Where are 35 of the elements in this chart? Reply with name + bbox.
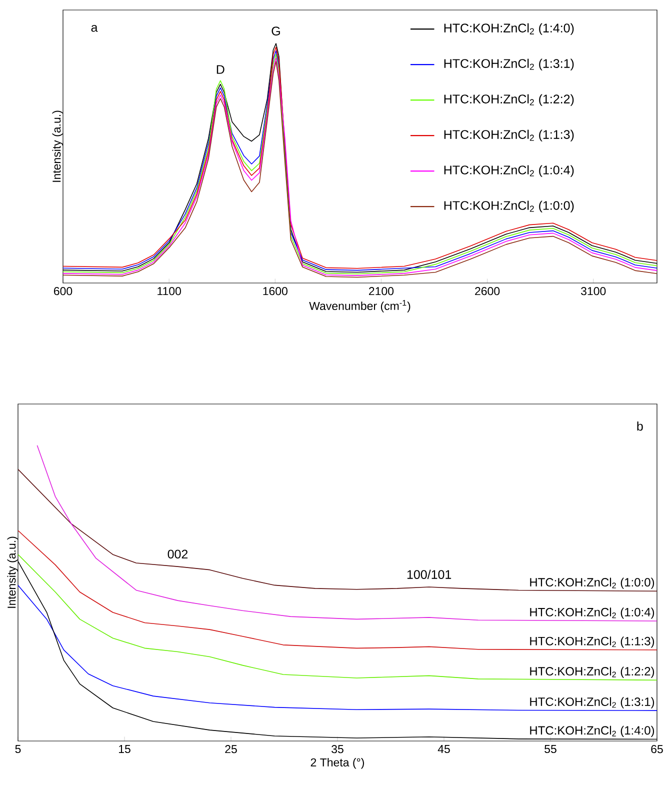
x-tick-label: 2600 — [475, 287, 500, 296]
legend-label: HTC:KOH:ZnCl$_{2}$ (1:1:3) — [444, 130, 574, 142]
x-tick-label: 15 — [118, 745, 130, 754]
legend-label: HTC:KOH:ZnCl$_{2}$ (1:0:4) — [444, 165, 574, 177]
legend-label: HTC:KOH:ZnCl$_{2}$ (1:2:2) — [444, 94, 574, 106]
x-tick-label: 35 — [332, 745, 344, 754]
x-axis-title: Wavenumber (cm$^{-1}$) — [309, 300, 410, 312]
x-tick-label: 600 — [54, 287, 72, 296]
text: a — [91, 24, 98, 32]
y-axis-title: Intensity (a.u.) — [7, 536, 18, 608]
series-label: HTC:KOH:ZnCl$_{2}$ (1:3:1) — [530, 697, 654, 708]
annotation: 100/101 — [407, 570, 452, 579]
x-tick-label: 55 — [544, 745, 556, 754]
annotation: D — [216, 65, 224, 74]
series-label: HTC:KOH:ZnCl$_{2}$ (1:0:4) — [530, 608, 654, 619]
annotation: 002 — [168, 550, 188, 559]
x-tick-label: 1600 — [263, 287, 288, 296]
series-label: HTC:KOH:ZnCl$_{2}$ (1:2:2) — [530, 666, 654, 678]
x-tick-label: 65 — [651, 745, 663, 754]
series-label: HTC:KOH:ZnCl$_{2}$ (1:4:0) — [530, 726, 654, 738]
y-axis-title: Intensity (a.u.) — [52, 110, 63, 182]
legend-label: HTC:KOH:ZnCl$_{2}$ (1:4:0) — [444, 23, 574, 35]
text: b — [637, 421, 643, 431]
annotation: G — [272, 26, 280, 36]
x-tick-label: 5 — [15, 745, 21, 754]
legend-label: HTC:KOH:ZnCl$_{2}$ (1:0:0) — [444, 200, 574, 212]
x-tick-label: 1100 — [158, 287, 181, 296]
x-tick-label: 3100 — [581, 287, 606, 296]
x-tick-label: 45 — [438, 745, 450, 754]
x-tick-label: 25 — [225, 745, 237, 754]
series-label: HTC:KOH:ZnCl$_{2}$ (1:0:0) — [530, 578, 654, 589]
x-axis-title: 2 Theta (°) — [310, 758, 364, 769]
x-tick-label: 2100 — [369, 287, 394, 296]
legend-label: HTC:KOH:ZnCl$_{2}$ (1:3:1) — [444, 58, 574, 70]
series-label: HTC:KOH:ZnCl$_{2}$ (1:1:3) — [530, 636, 654, 648]
